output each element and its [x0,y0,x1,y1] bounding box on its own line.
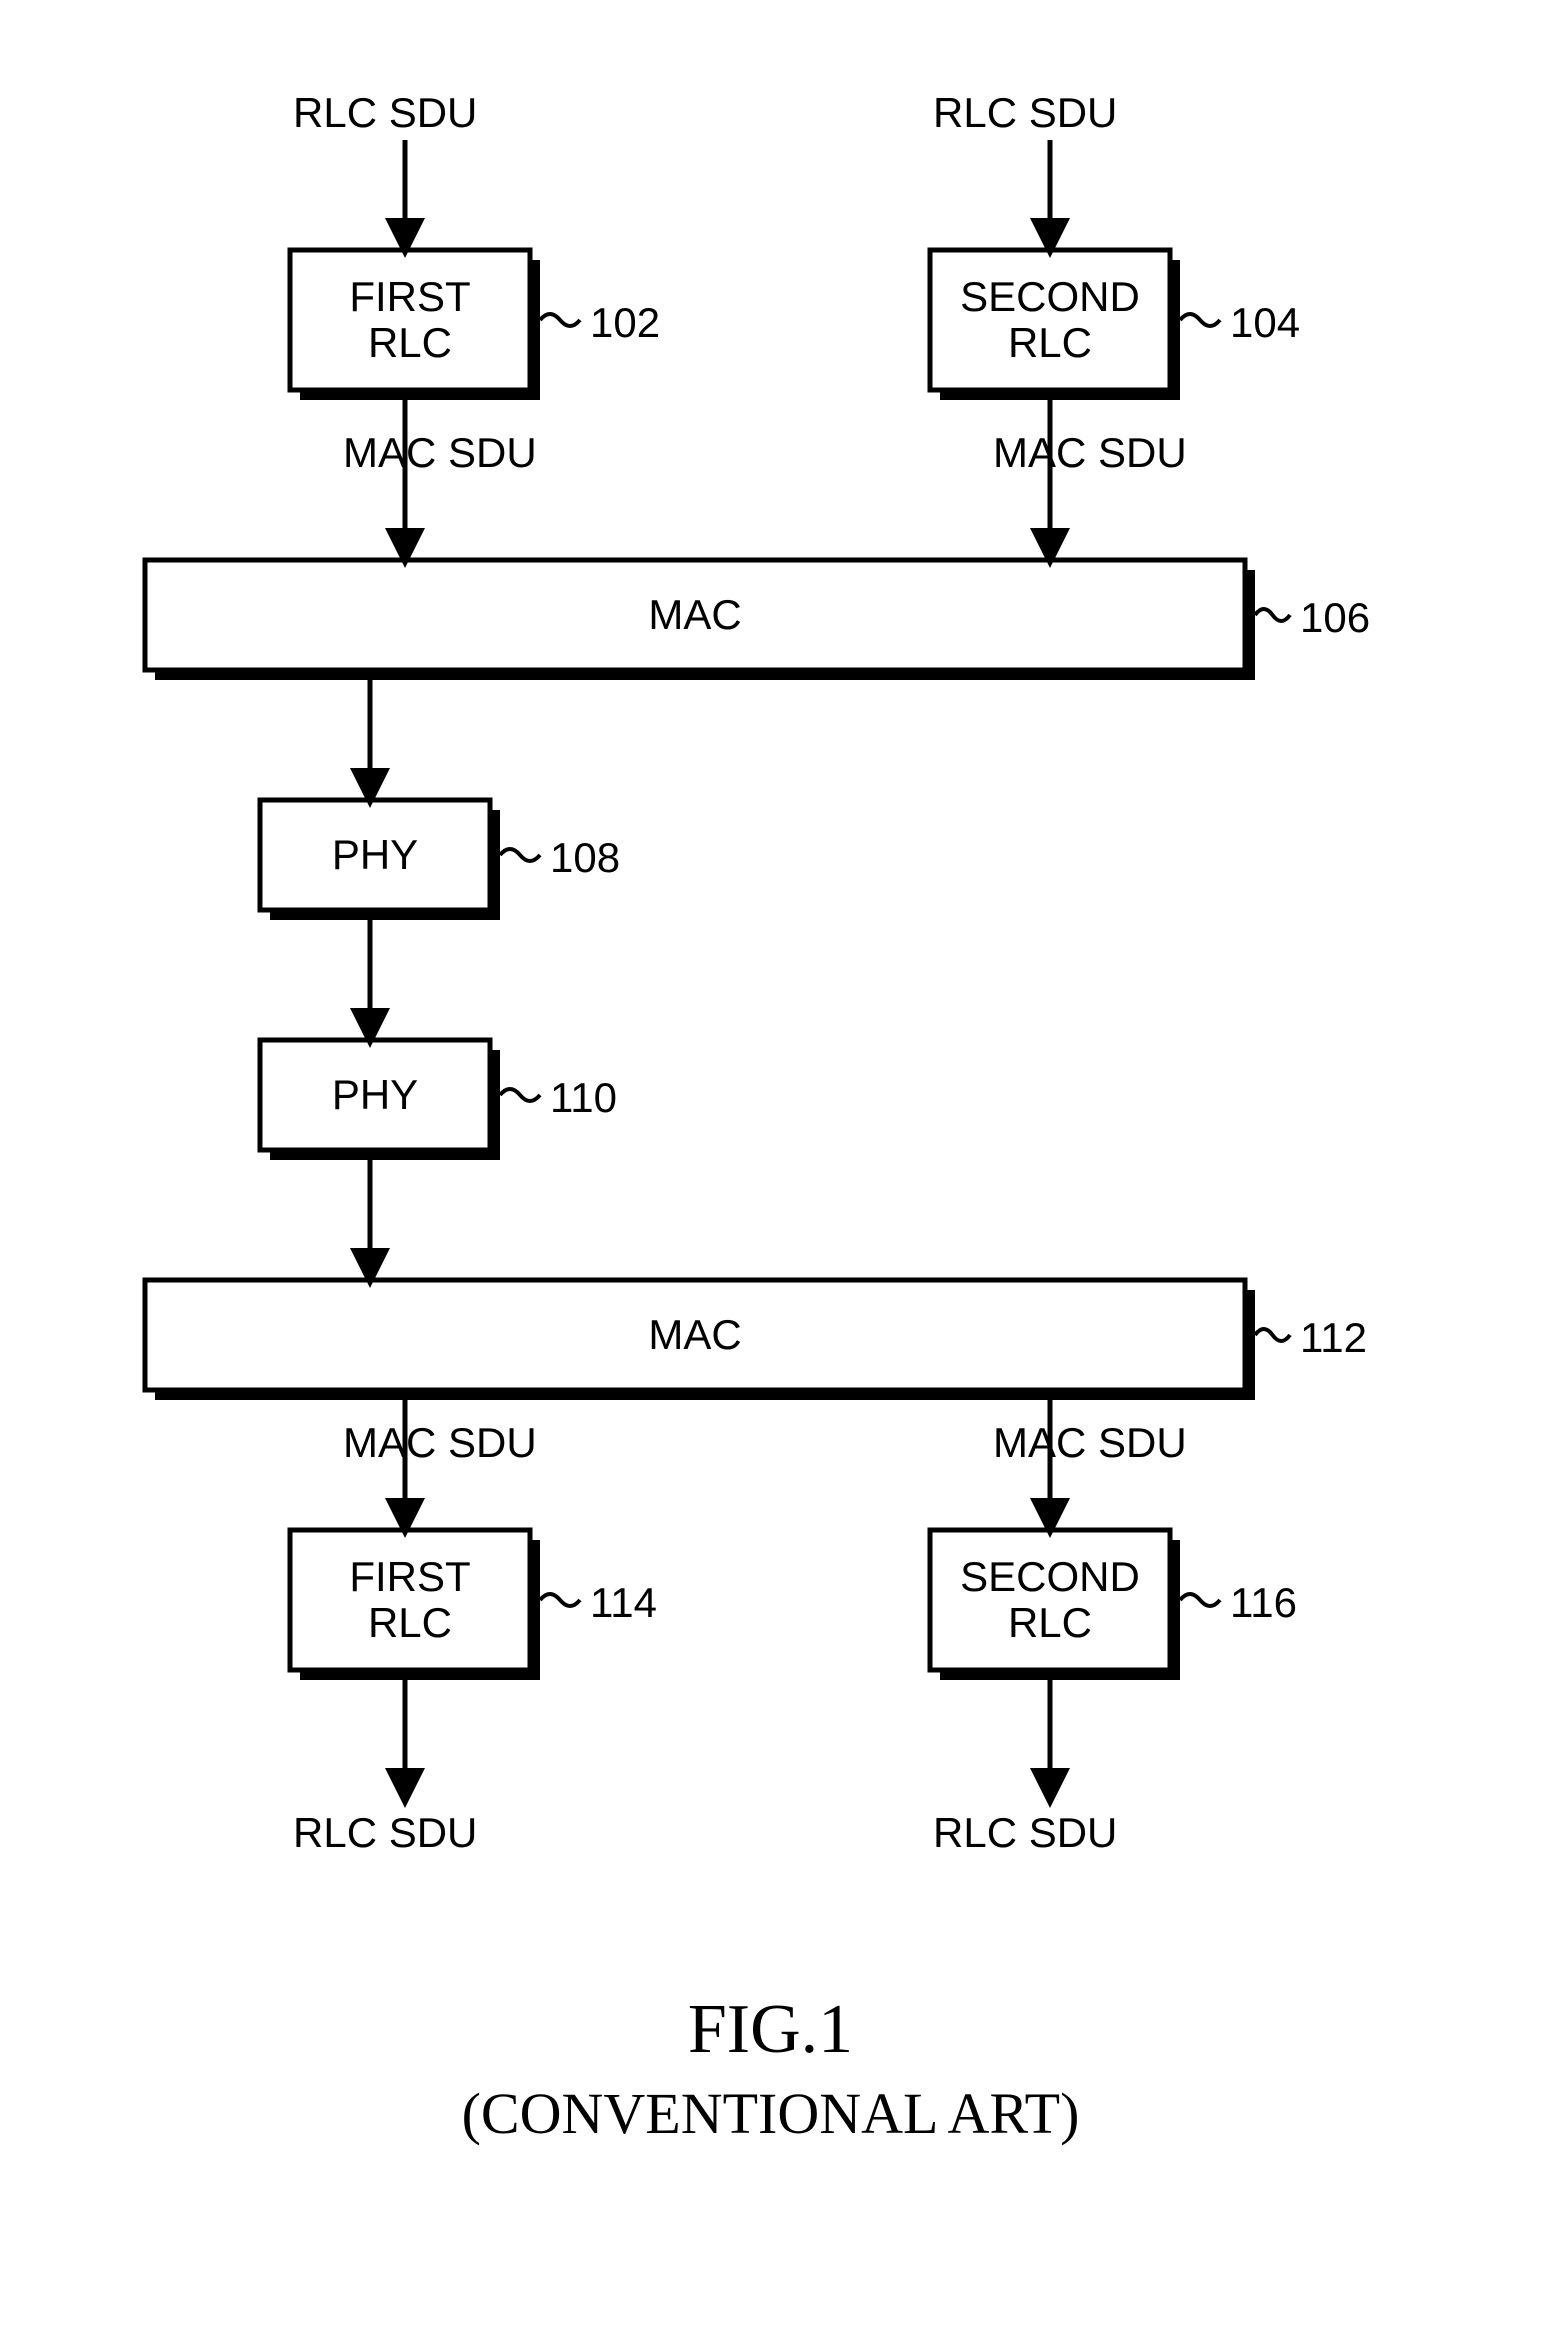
phy_top-label: PHY [260,800,490,910]
mac_bot-ref: 112 [1300,1314,1367,1362]
diagram-canvas [0,0,1541,2335]
first_rlc_top-label: FIRST RLC [290,250,530,390]
second_rlc_top-ref-tick [1180,314,1220,326]
mac_top-label: MAC [145,560,1245,670]
mac_sdu_bl-text: MAC SDU [343,1419,537,1467]
mac_sdu_tr-text: MAC SDU [993,429,1187,477]
first_rlc_bot-ref: 114 [590,1579,657,1627]
mac_sdu_br-text: MAC SDU [993,1419,1187,1467]
mac_bot-ref-tick [1255,1329,1290,1341]
second_rlc_top-label: SECOND RLC [930,250,1170,390]
phy_top-ref-tick [500,849,540,861]
bot_left_out-text: RLC SDU [293,1809,477,1857]
figure-subtitle: (CONVENTIONAL ART) [0,2080,1541,2147]
mac_bot-label: MAC [145,1280,1245,1390]
second_rlc_bot-ref: 116 [1230,1579,1297,1627]
first_rlc_top-ref-tick [540,314,580,326]
mac_top-ref: 106 [1300,594,1370,642]
top_left_in-text: RLC SDU [293,89,477,137]
second_rlc_top-ref: 104 [1230,299,1300,347]
mac_top-ref-tick [1255,609,1290,621]
first_rlc_bot-label: FIRST RLC [290,1530,530,1670]
phy_bot-ref-tick [500,1089,540,1101]
figure-title: FIG.1 [0,1990,1541,2070]
top_right_in-text: RLC SDU [933,89,1117,137]
mac_sdu_tl-text: MAC SDU [343,429,537,477]
phy_bot-label: PHY [260,1040,490,1150]
phy_top-ref: 108 [550,834,620,882]
second_rlc_bot-ref-tick [1180,1594,1220,1606]
second_rlc_bot-label: SECOND RLC [930,1530,1170,1670]
first_rlc_top-ref: 102 [590,299,660,347]
first_rlc_bot-ref-tick [540,1594,580,1606]
phy_bot-ref: 110 [550,1074,617,1122]
bot_right_out-text: RLC SDU [933,1809,1117,1857]
